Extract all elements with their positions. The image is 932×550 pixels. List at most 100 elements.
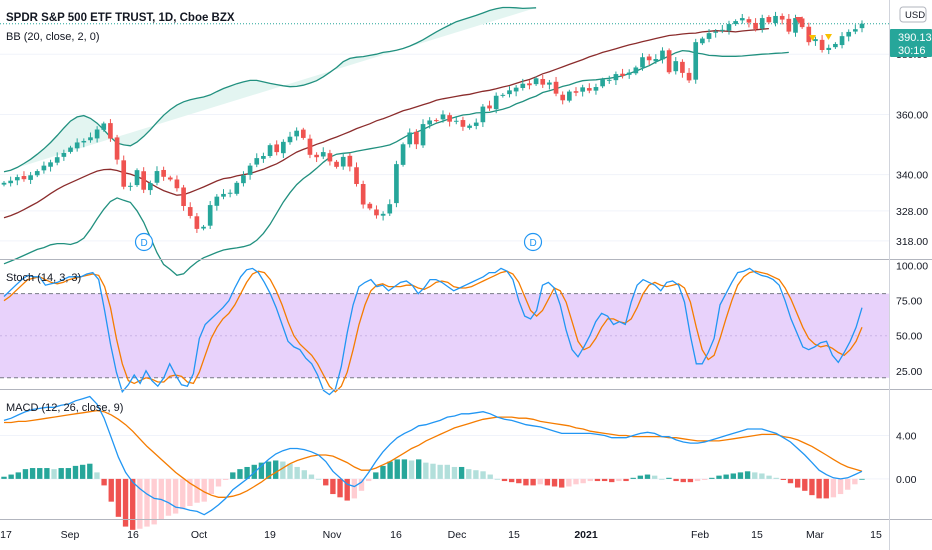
candle bbox=[8, 176, 13, 187]
bb-legend[interactable]: BB (20, close, 2, 0) bbox=[6, 31, 100, 43]
macd-histogram-bar bbox=[859, 478, 865, 480]
macd-histogram-bar bbox=[230, 472, 236, 479]
candle-body bbox=[706, 33, 712, 39]
candle-body bbox=[54, 157, 60, 163]
macd-histogram-bar bbox=[551, 478, 558, 487]
macd-histogram-bar bbox=[523, 478, 529, 486]
candle-body bbox=[181, 187, 186, 206]
dividend-marker-2[interactable]: D bbox=[523, 232, 543, 252]
macd-histogram-bar bbox=[330, 478, 336, 495]
time-axis[interactable]: 17 Sep 16 Oct 19 Nov 16 Dec 15 2021 Feb 15 Mar 15 bbox=[0, 529, 882, 541]
time-tick-label: 16 bbox=[390, 529, 402, 541]
macd-histogram-bar bbox=[537, 478, 543, 485]
macd-histogram-bar bbox=[79, 464, 86, 479]
macd-histogram-bar bbox=[58, 468, 64, 479]
alert-signal-icon-2[interactable] bbox=[825, 34, 832, 40]
candle bbox=[374, 205, 379, 219]
candle bbox=[360, 180, 366, 209]
candle bbox=[580, 84, 585, 97]
candle-body bbox=[753, 22, 758, 29]
macd-legend[interactable]: MACD (12, 26, close, 9) bbox=[6, 402, 123, 414]
candle bbox=[633, 65, 639, 76]
candle bbox=[21, 171, 27, 182]
macd-histogram-bar bbox=[508, 478, 515, 483]
candle-body bbox=[547, 82, 552, 85]
candle bbox=[527, 80, 532, 90]
macd-histogram-bar bbox=[609, 478, 615, 483]
macd-histogram-bar bbox=[137, 478, 143, 529]
candle-body bbox=[633, 67, 639, 74]
macd-histogram-bar bbox=[351, 478, 358, 499]
candle bbox=[693, 38, 699, 84]
candle-body bbox=[500, 94, 506, 96]
price-tick-label: 360.00 bbox=[896, 109, 928, 121]
macd-histogram-bar bbox=[172, 478, 179, 514]
candle bbox=[14, 174, 20, 186]
candle-body bbox=[207, 205, 213, 226]
candle-body bbox=[287, 136, 293, 143]
candle-body bbox=[314, 154, 319, 158]
currency-button[interactable]: USD bbox=[899, 6, 927, 23]
candle bbox=[400, 142, 406, 167]
candle-body bbox=[567, 91, 572, 101]
candle bbox=[214, 194, 220, 211]
macd-tick-label: 0.00 bbox=[896, 474, 917, 486]
alert-signal-icon-1[interactable] bbox=[809, 35, 816, 41]
candle bbox=[174, 175, 180, 192]
candle bbox=[247, 163, 253, 180]
macd-histogram-bar bbox=[401, 459, 408, 479]
macd-histogram-bar bbox=[637, 475, 644, 479]
candle bbox=[54, 152, 60, 166]
candle bbox=[28, 171, 33, 184]
macd-histogram-bar bbox=[759, 473, 765, 479]
macd-histogram-bar bbox=[752, 472, 758, 479]
candle bbox=[713, 29, 719, 38]
macd-histogram-bar bbox=[108, 478, 114, 502]
macd-tick-label: 4.00 bbox=[896, 431, 917, 443]
macd-histogram-bar bbox=[644, 474, 651, 479]
candle bbox=[626, 69, 632, 79]
macd-histogram-bar bbox=[723, 474, 729, 479]
macd-histogram-bar bbox=[8, 474, 14, 479]
candle-body bbox=[154, 171, 160, 183]
macd-histogram-bar bbox=[101, 478, 107, 486]
candle bbox=[567, 89, 572, 103]
candle bbox=[547, 79, 552, 90]
stoch-legend[interactable]: Stoch (14, 3, 3) bbox=[6, 272, 81, 284]
candle-body bbox=[713, 31, 719, 33]
candle bbox=[726, 20, 732, 35]
macd-histogram-bar bbox=[773, 477, 779, 479]
candle bbox=[819, 35, 825, 53]
macd-line bbox=[3, 395, 863, 516]
candle bbox=[813, 36, 818, 46]
candle-body bbox=[334, 161, 339, 167]
macd-histogram-bar bbox=[466, 469, 472, 479]
candle-body bbox=[759, 18, 765, 29]
macd-histogram-bar bbox=[280, 461, 286, 479]
dividend-marker-1[interactable]: D bbox=[134, 232, 154, 252]
macd-histogram-bar bbox=[451, 466, 458, 479]
macd-histogram-bar bbox=[845, 478, 851, 490]
candle-body bbox=[121, 160, 127, 187]
macd-histogram-bar bbox=[380, 465, 386, 479]
candle-body bbox=[420, 124, 426, 146]
candle-body bbox=[320, 152, 326, 157]
candle bbox=[779, 13, 785, 25]
sell-signal-icon[interactable] bbox=[795, 17, 803, 24]
price-axis[interactable]: 318.00328.00340.00360.00380.0025.0050.00… bbox=[896, 49, 928, 486]
candle-body bbox=[267, 145, 273, 157]
macd-histogram-bar bbox=[444, 464, 450, 479]
candle bbox=[833, 42, 838, 49]
countdown-value: 30:16 bbox=[898, 45, 926, 57]
time-tick-label: 2021 bbox=[574, 529, 598, 541]
candle-body bbox=[14, 177, 20, 181]
currency-button-frame[interactable] bbox=[899, 6, 927, 23]
candle-body bbox=[739, 18, 745, 21]
macd-histogram-bar bbox=[787, 478, 794, 484]
macd-histogram-bar bbox=[473, 470, 479, 479]
candle-body bbox=[374, 209, 379, 216]
macd-histogram-bar bbox=[623, 478, 629, 482]
macd-histogram-bar bbox=[816, 478, 822, 499]
candle bbox=[427, 117, 433, 129]
candle-body bbox=[94, 129, 100, 139]
